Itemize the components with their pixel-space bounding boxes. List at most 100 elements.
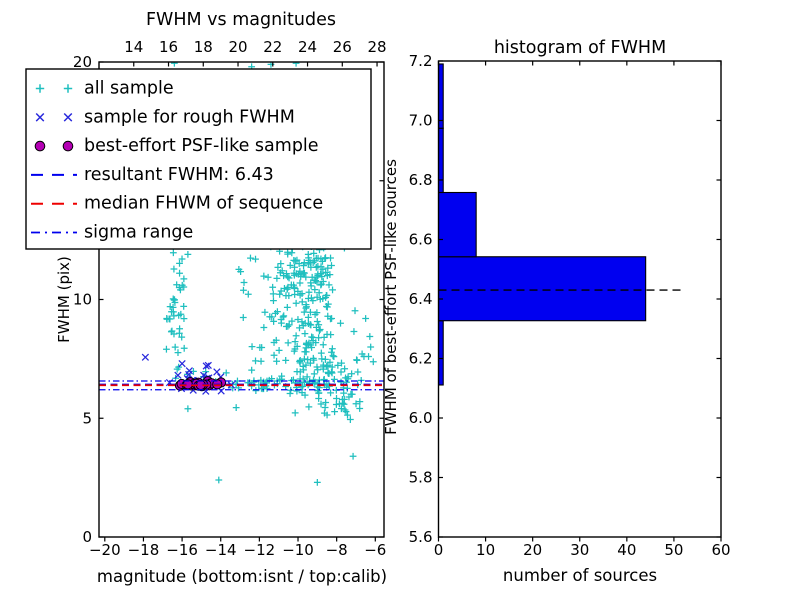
- point-plus: [331, 408, 338, 416]
- point-plus: [294, 287, 302, 295]
- point-plus: [346, 416, 354, 423]
- point-x: [213, 368, 221, 376]
- top-x-tick-label: 28: [368, 38, 387, 56]
- point-plus: [176, 269, 183, 277]
- y-tick-label: 20: [73, 53, 92, 71]
- point-plus: [296, 357, 303, 365]
- point-plus: [305, 403, 313, 411]
- legend-label: sample for rough FWHM: [84, 107, 295, 127]
- point-plus: [296, 291, 304, 299]
- legend-entry: sigma range: [31, 223, 193, 243]
- point-plus: [320, 333, 328, 341]
- point-plus: [277, 319, 285, 327]
- point-plus: [356, 405, 364, 412]
- point-plus: [319, 341, 327, 349]
- point-plus: [327, 315, 334, 323]
- x-tick-label: −6: [364, 541, 386, 559]
- histogram-bar: [438, 127, 444, 194]
- point-plus: [349, 452, 357, 460]
- point-plus: [315, 321, 323, 329]
- point-plus: [286, 390, 294, 397]
- top-x-tick-label: 16: [159, 38, 178, 56]
- point-plus: [272, 310, 279, 317]
- point-plus: [334, 361, 342, 369]
- point-plus: [165, 315, 173, 323]
- point-plus: [326, 358, 334, 366]
- point-plus: [290, 271, 298, 279]
- reference-lines: [99, 380, 384, 391]
- point-plus: [291, 338, 299, 346]
- point-plus: [318, 355, 326, 363]
- point-plus: [351, 307, 359, 315]
- x-tick-label: −12: [244, 541, 276, 559]
- series-all-sample: [163, 62, 377, 486]
- x-tick-label: −20: [89, 541, 121, 559]
- point-plus: [169, 304, 177, 311]
- y-tick-label: 0: [82, 528, 92, 546]
- point-plus: [273, 274, 281, 282]
- point-plus: [313, 278, 321, 286]
- point-plus: [278, 267, 286, 275]
- point-plus: [222, 369, 230, 377]
- point-x: [204, 361, 212, 369]
- point-plus: [169, 295, 177, 303]
- point-plus: [333, 395, 340, 402]
- point-plus: [286, 262, 294, 269]
- scatter-data-area: [99, 62, 384, 486]
- point-plus: [298, 298, 306, 306]
- point-plus: [292, 299, 300, 307]
- left-plot-ylabel: FWHM (pix): [55, 256, 73, 343]
- point-plus: [280, 312, 288, 320]
- point-x: [35, 112, 45, 122]
- point-plus: [316, 326, 324, 333]
- point-plus: [296, 324, 303, 332]
- point-plus: [170, 265, 178, 273]
- point-plus: [180, 344, 188, 352]
- point-plus: [314, 270, 322, 278]
- point-plus: [354, 368, 362, 376]
- point-plus: [260, 272, 268, 280]
- point-plus: [338, 359, 345, 367]
- point-plus: [270, 318, 278, 325]
- y-tick-label: 6.6: [409, 231, 433, 249]
- point-plus: [327, 389, 334, 397]
- point-plus: [328, 345, 336, 353]
- y-tick-label: 7.0: [409, 112, 433, 130]
- right-plot-axes: 0 10 20 30 40 50 60 5.6 5.8 6.0 6.2 6.4 6.6 6.8 7.0 7.2: [409, 52, 731, 559]
- point-plus: [320, 376, 328, 384]
- point-plus: [341, 365, 349, 373]
- point-plus: [284, 339, 292, 347]
- point-plus: [247, 254, 254, 262]
- point-plus: [295, 260, 303, 268]
- point-plus: [171, 343, 179, 351]
- point-plus: [244, 379, 252, 387]
- point-plus: [348, 370, 356, 378]
- point-plus: [323, 411, 331, 419]
- point-circle: [34, 140, 46, 152]
- point-plus: [291, 409, 299, 417]
- point-plus: [166, 303, 174, 310]
- point-plus: [285, 292, 293, 300]
- point-plus: [240, 286, 247, 294]
- top-x-tick-label: 22: [263, 38, 282, 56]
- point-plus: [309, 337, 317, 345]
- point-plus: [285, 321, 293, 329]
- x-tick-label: −8: [326, 541, 348, 559]
- point-plus: [285, 274, 293, 282]
- point-plus: [299, 362, 307, 370]
- point-plus: [315, 289, 323, 297]
- point-plus: [325, 281, 333, 289]
- top-x-tick-label: 18: [194, 38, 213, 56]
- point-plus: [174, 349, 182, 357]
- point-plus: [284, 273, 292, 281]
- top-x-tick-label: 20: [228, 38, 247, 56]
- point-plus: [35, 84, 45, 93]
- point-plus: [341, 406, 349, 414]
- point-plus: [248, 366, 256, 374]
- point-plus: [369, 358, 377, 366]
- point-plus: [177, 310, 185, 318]
- point-plus: [163, 345, 170, 353]
- y-tick-label: 6.0: [409, 409, 433, 427]
- point-plus: [317, 281, 325, 289]
